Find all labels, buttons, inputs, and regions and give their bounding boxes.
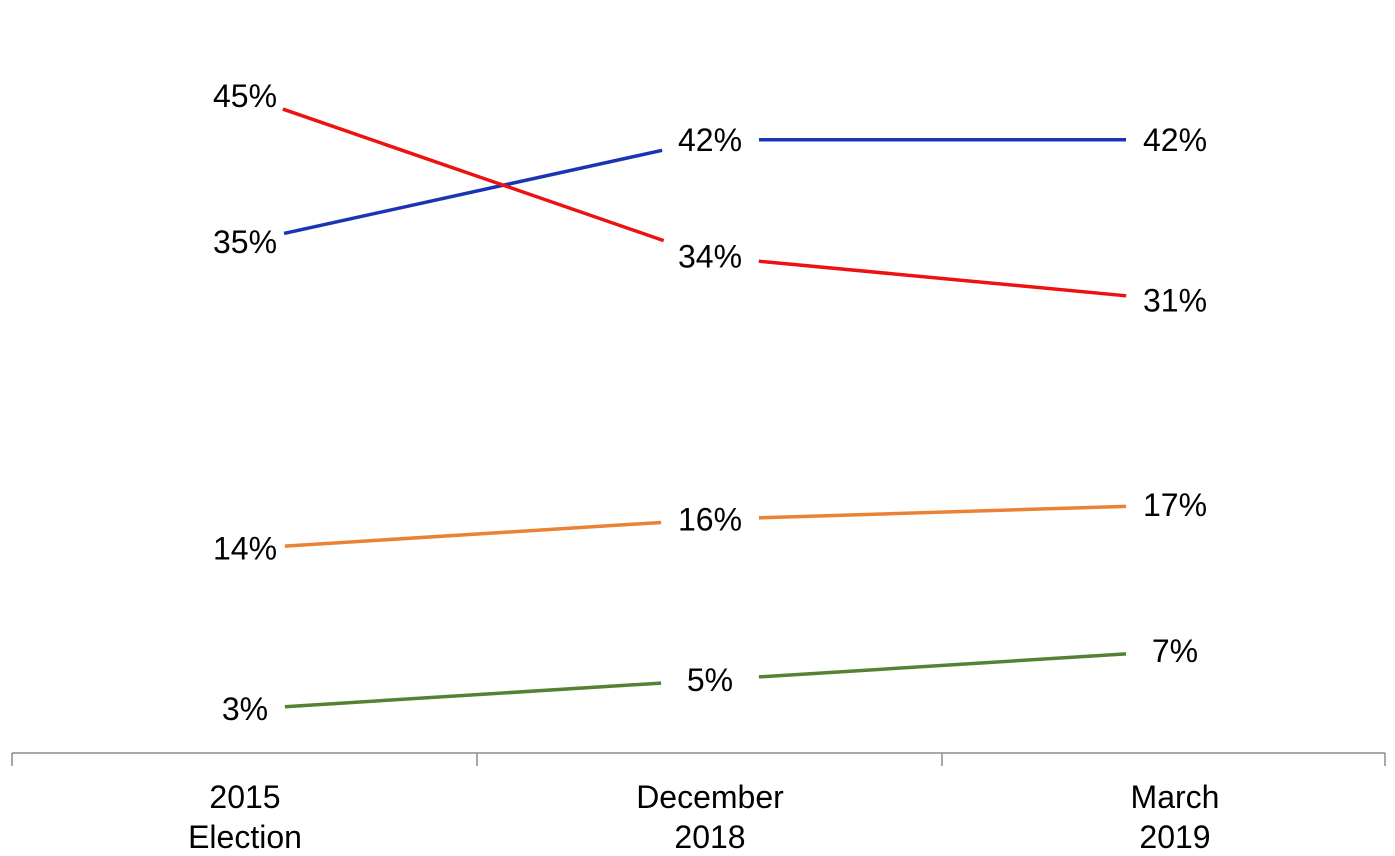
data-label: 35% xyxy=(213,224,277,260)
data-label: 42% xyxy=(1143,122,1207,158)
x-axis xyxy=(11,752,1386,766)
data-label: 17% xyxy=(1143,487,1207,523)
category-label: March xyxy=(1131,779,1220,815)
category-label: Election xyxy=(188,819,302,855)
series-line-2-segment-1 xyxy=(758,504,1127,520)
category-label: 2019 xyxy=(1139,819,1210,855)
data-label: 3% xyxy=(222,691,268,727)
series-line-2-segment-0 xyxy=(284,520,662,548)
category-label: 2015 xyxy=(209,779,280,815)
data-label: 45% xyxy=(213,78,277,114)
category-label: 2018 xyxy=(674,819,745,855)
data-label: 42% xyxy=(678,122,742,158)
data-label: 5% xyxy=(687,662,733,698)
category-label: December xyxy=(636,779,784,815)
series-lines xyxy=(282,107,1127,709)
data-label: 14% xyxy=(213,531,277,567)
data-label: 7% xyxy=(1152,633,1198,669)
series-line-3-segment-0 xyxy=(284,681,662,709)
data-label: 31% xyxy=(1143,282,1207,318)
data-label: 16% xyxy=(678,501,742,537)
category-labels: 2015 Election December 2018 March 2019 xyxy=(188,779,1219,855)
series-line-0-segment-0 xyxy=(283,148,663,236)
data-labels: 35% 42% 42% 45% 34% 31% 14% 16% 17% 3% 5% 7% xyxy=(213,78,1207,727)
series-line-3-segment-1 xyxy=(758,652,1127,679)
data-label: 34% xyxy=(678,239,742,275)
series-line-1-segment-1 xyxy=(758,259,1127,298)
series-line-1-segment-0 xyxy=(282,107,665,243)
